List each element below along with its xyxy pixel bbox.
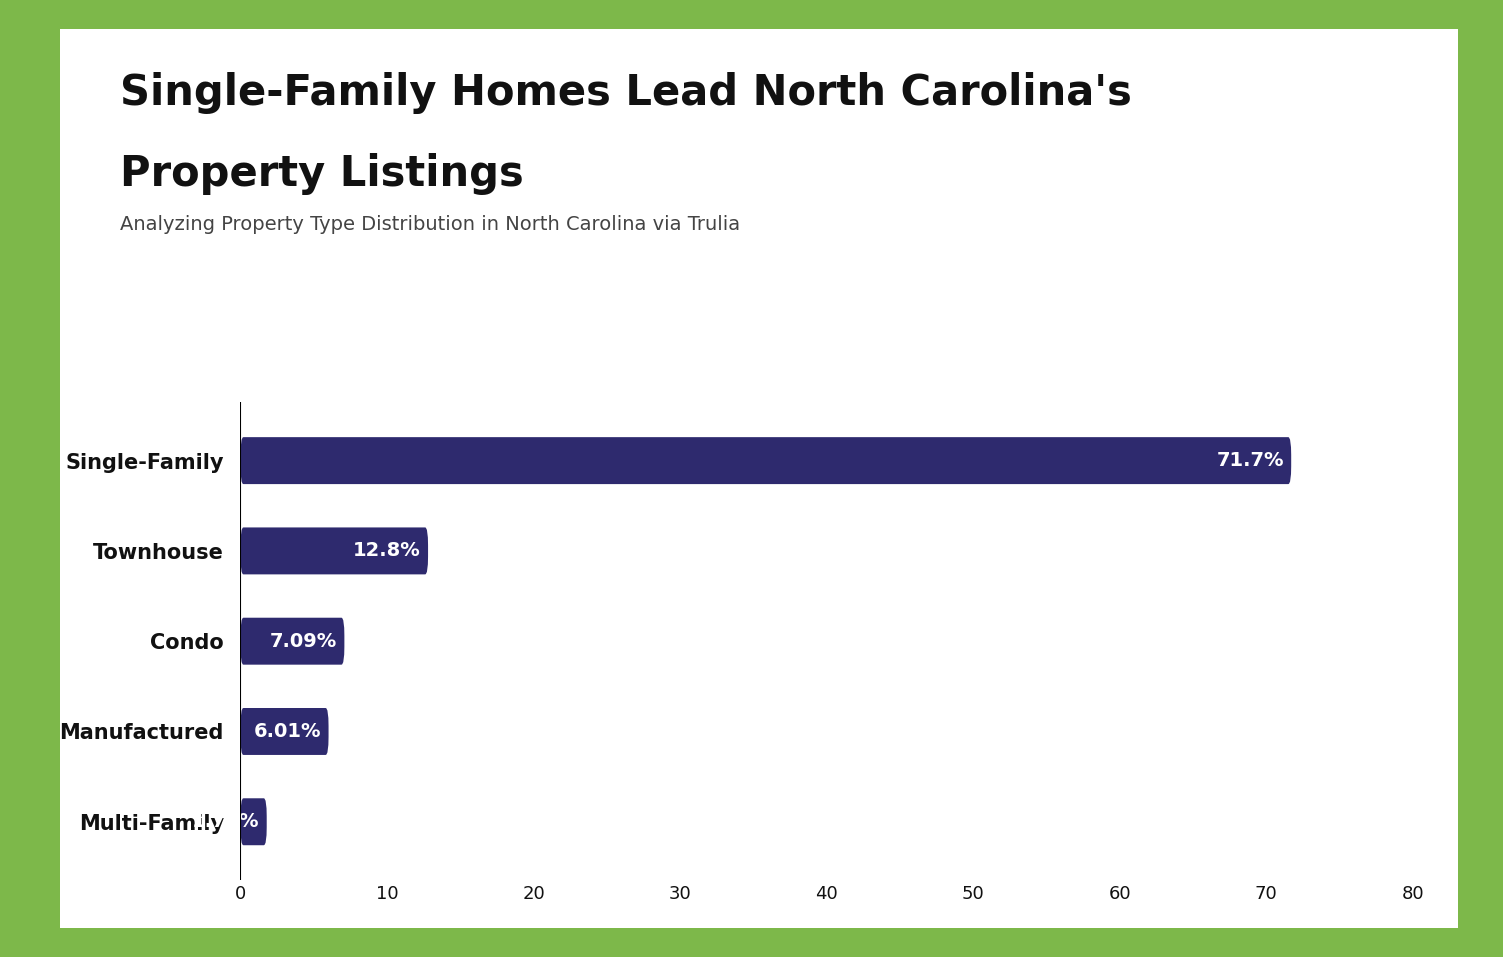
Text: 6.01%: 6.01%	[254, 722, 322, 741]
FancyBboxPatch shape	[240, 708, 329, 755]
Text: 12.8%: 12.8%	[353, 542, 421, 561]
FancyBboxPatch shape	[240, 437, 1291, 484]
Text: 7.09%: 7.09%	[271, 632, 337, 651]
Text: Analyzing Property Type Distribution in North Carolina via Trulia: Analyzing Property Type Distribution in …	[120, 215, 741, 234]
Text: 1.79%: 1.79%	[192, 812, 260, 832]
FancyBboxPatch shape	[240, 527, 428, 574]
FancyBboxPatch shape	[240, 617, 344, 665]
FancyBboxPatch shape	[240, 798, 266, 845]
Text: Single-Family Homes Lead North Carolina's: Single-Family Homes Lead North Carolina'…	[120, 72, 1132, 114]
Text: 71.7%: 71.7%	[1216, 451, 1284, 470]
Text: Property Listings: Property Listings	[120, 153, 525, 195]
